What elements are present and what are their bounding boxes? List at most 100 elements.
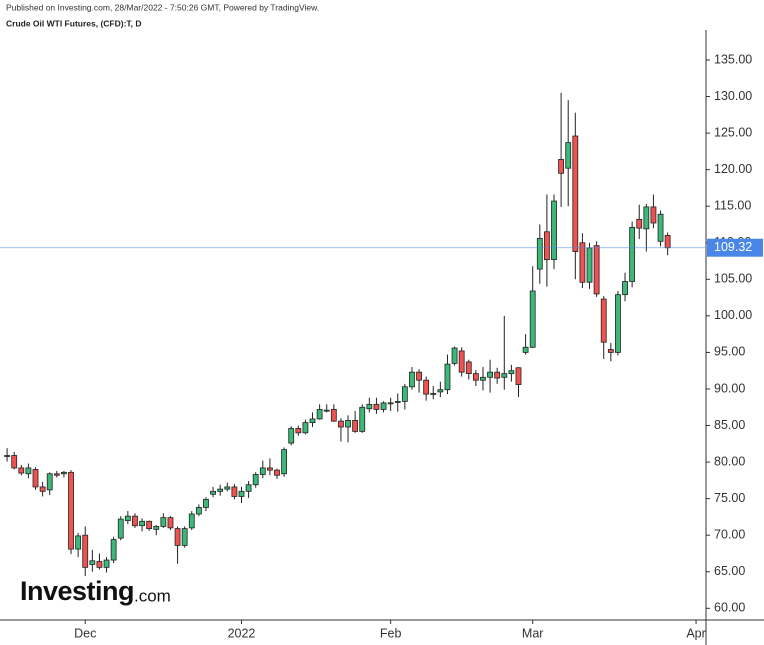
candle-body <box>643 206 650 230</box>
candle-body <box>508 370 515 375</box>
candle-body <box>593 245 600 295</box>
last-price-box <box>707 238 763 257</box>
y-tick-label: 85.00 <box>714 418 745 432</box>
candle-body <box>124 515 131 521</box>
candle-body <box>529 290 536 348</box>
candle-body <box>53 473 60 476</box>
candle-body <box>586 247 593 283</box>
candle-body <box>96 561 103 568</box>
candle-body <box>274 469 280 476</box>
candle-body <box>636 218 643 229</box>
candle-body <box>359 406 366 432</box>
candle-body <box>558 159 565 174</box>
candle-body <box>146 520 153 530</box>
candle-body <box>11 455 18 469</box>
candle-body <box>373 403 380 410</box>
candle-body <box>501 373 508 378</box>
candle-body <box>423 379 430 395</box>
candle-body <box>309 418 316 424</box>
candle-body <box>451 347 458 364</box>
candle-body <box>330 409 337 422</box>
candle-body <box>565 142 572 169</box>
candle-body <box>4 455 11 457</box>
candle-body <box>295 428 302 434</box>
candle-body <box>217 488 224 492</box>
candle-body <box>39 486 46 492</box>
candle-body <box>188 513 195 529</box>
candle-body <box>600 298 607 343</box>
candle-body <box>579 242 586 283</box>
candle-body <box>650 206 657 224</box>
candle-body <box>444 363 451 391</box>
candle-body <box>551 200 557 260</box>
x-tick-label: Feb <box>380 626 402 640</box>
candle-body <box>316 409 323 420</box>
candle-body <box>203 498 209 508</box>
candle-body <box>266 467 273 471</box>
candle-body <box>75 535 82 550</box>
candle-body <box>259 467 266 475</box>
candle-body <box>61 471 67 475</box>
candle-body <box>288 428 295 444</box>
y-tick-label: 90.00 <box>714 381 745 395</box>
y-tick-label: 125.00 <box>714 125 752 139</box>
y-tick-label: 100.00 <box>714 308 752 322</box>
x-tick-label: Apr <box>686 626 705 640</box>
candle-body <box>174 528 181 546</box>
candle-body <box>224 486 231 490</box>
watermark-brand: Investing <box>20 576 134 606</box>
candle-body <box>281 449 288 475</box>
candle-body <box>629 226 636 282</box>
candle-body <box>181 528 188 546</box>
candle-body <box>89 560 96 565</box>
candle-body <box>238 490 245 497</box>
candle-body <box>430 392 437 395</box>
candle-body <box>103 559 110 568</box>
candle-body <box>167 517 174 529</box>
y-tick-label: 130.00 <box>714 89 752 103</box>
candle-body <box>352 420 359 432</box>
candle-body <box>25 467 32 475</box>
candle-body <box>117 518 124 539</box>
y-tick-label: 95.00 <box>714 345 745 359</box>
candle-body <box>366 403 373 410</box>
x-tick-label: 2022 <box>228 626 256 640</box>
candle-body <box>607 349 614 353</box>
candle-body <box>487 371 493 378</box>
y-tick-label: 105.00 <box>714 272 752 286</box>
candle-body <box>458 350 465 373</box>
candle-body <box>18 467 25 474</box>
last-price-label: 109.32 <box>714 240 752 254</box>
candle-body <box>465 361 472 375</box>
candle-body <box>380 402 387 410</box>
y-tick-label: 135.00 <box>714 52 752 66</box>
candle-body <box>522 346 529 353</box>
candle-body <box>323 409 330 412</box>
candle-body <box>437 389 444 393</box>
candle-body <box>494 371 501 379</box>
candle-body <box>622 281 628 296</box>
y-tick-label: 75.00 <box>714 491 745 505</box>
candle-body <box>338 420 344 428</box>
candle-body <box>664 235 671 249</box>
y-tick-label: 70.00 <box>714 527 745 541</box>
candle-body <box>515 367 522 385</box>
candle-body <box>68 471 74 550</box>
candle-body <box>536 237 543 270</box>
candle-body <box>231 486 238 497</box>
y-tick-label: 120.00 <box>714 162 752 176</box>
chart-title: Crude Oil WTI Futures, (CFD):T, D <box>6 18 142 28</box>
y-tick-label: 60.00 <box>714 601 745 615</box>
candle-body <box>345 420 351 428</box>
y-tick-label: 65.00 <box>714 564 745 578</box>
candle-body <box>302 422 309 434</box>
candle-body <box>32 468 39 488</box>
candle-body <box>139 520 145 527</box>
candle-body <box>132 515 138 527</box>
y-tick-label: 115.00 <box>714 198 751 212</box>
candle-body <box>46 473 53 491</box>
candle-body <box>245 484 252 492</box>
